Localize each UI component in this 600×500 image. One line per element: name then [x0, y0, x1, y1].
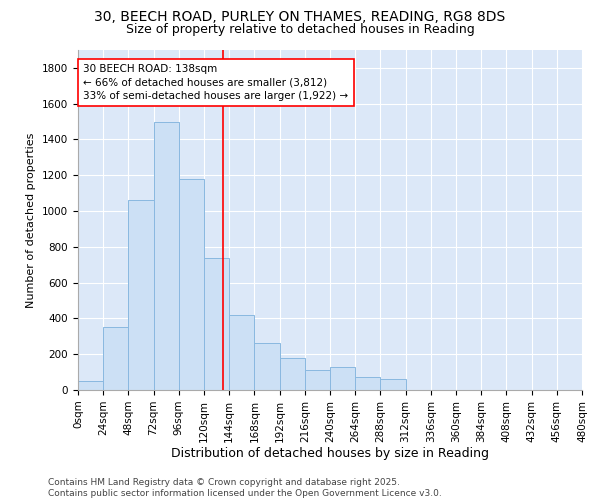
- Bar: [103, 328, 128, 390]
- Bar: [204, 258, 229, 390]
- Bar: [330, 366, 355, 390]
- Text: Contains HM Land Registry data © Crown copyright and database right 2025.
Contai: Contains HM Land Registry data © Crown c…: [48, 478, 442, 498]
- Bar: [78, 381, 103, 390]
- Bar: [305, 370, 330, 390]
- Bar: [280, 358, 305, 390]
- Bar: [179, 179, 204, 390]
- Text: Size of property relative to detached houses in Reading: Size of property relative to detached ho…: [125, 22, 475, 36]
- Bar: [229, 315, 254, 390]
- Bar: [154, 122, 179, 390]
- X-axis label: Distribution of detached houses by size in Reading: Distribution of detached houses by size …: [171, 448, 489, 460]
- Bar: [128, 200, 154, 390]
- Text: 30, BEECH ROAD, PURLEY ON THAMES, READING, RG8 8DS: 30, BEECH ROAD, PURLEY ON THAMES, READIN…: [94, 10, 506, 24]
- Y-axis label: Number of detached properties: Number of detached properties: [26, 132, 37, 308]
- Bar: [380, 380, 406, 390]
- Bar: [254, 344, 280, 390]
- Text: 30 BEECH ROAD: 138sqm
← 66% of detached houses are smaller (3,812)
33% of semi-d: 30 BEECH ROAD: 138sqm ← 66% of detached …: [83, 64, 349, 100]
- Bar: [355, 376, 380, 390]
